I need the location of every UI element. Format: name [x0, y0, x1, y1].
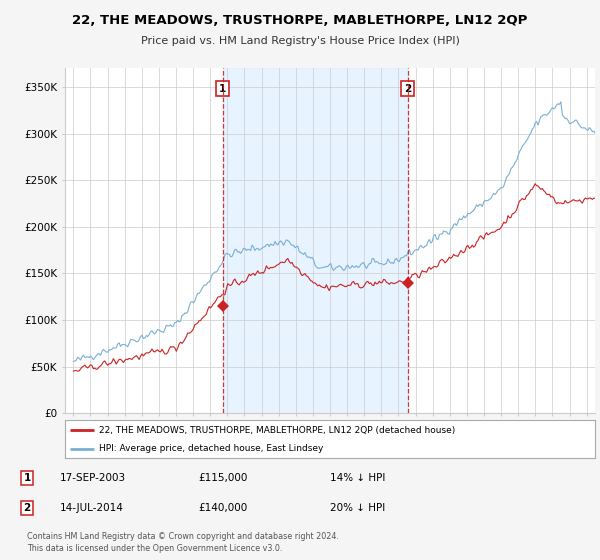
Text: £115,000: £115,000 [198, 473, 247, 483]
Text: HPI: Average price, detached house, East Lindsey: HPI: Average price, detached house, East… [99, 444, 323, 453]
Text: 17-SEP-2003: 17-SEP-2003 [60, 473, 126, 483]
Text: Price paid vs. HM Land Registry's House Price Index (HPI): Price paid vs. HM Land Registry's House … [140, 36, 460, 46]
Text: 1: 1 [23, 473, 31, 483]
Text: 14-JUL-2014: 14-JUL-2014 [60, 503, 124, 513]
Text: 22, THE MEADOWS, TRUSTHORPE, MABLETHORPE, LN12 2QP (detached house): 22, THE MEADOWS, TRUSTHORPE, MABLETHORPE… [99, 426, 455, 435]
Text: £140,000: £140,000 [198, 503, 247, 513]
Bar [223, 68, 407, 413]
Text: 14% ↓ HPI: 14% ↓ HPI [330, 473, 385, 483]
Text: 2: 2 [23, 503, 31, 513]
Text: 22, THE MEADOWS, TRUSTHORPE, MABLETHORPE, LN12 2QP: 22, THE MEADOWS, TRUSTHORPE, MABLETHORPE… [73, 14, 527, 27]
Text: Contains HM Land Registry data © Crown copyright and database right 2024.
This d: Contains HM Land Registry data © Crown c… [27, 533, 339, 553]
Text: 20% ↓ HPI: 20% ↓ HPI [330, 503, 385, 513]
Text: 1: 1 [219, 84, 226, 94]
Text: 2: 2 [404, 84, 412, 94]
